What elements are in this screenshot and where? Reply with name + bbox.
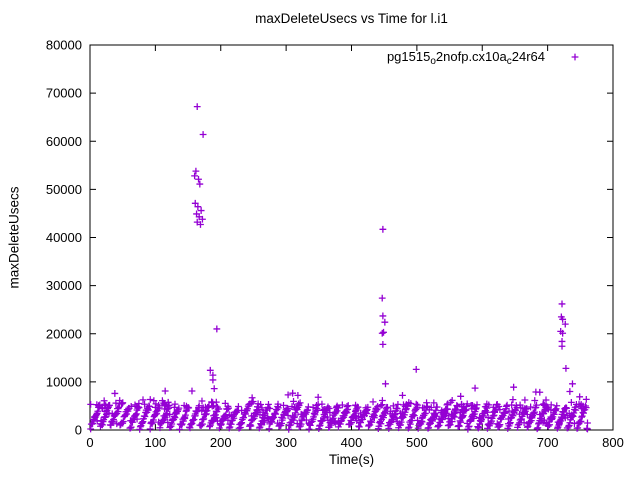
x-axis-title: Time(s) [328,452,375,467]
legend-marker-icon [571,53,579,61]
x-tick-label: 200 [210,435,232,450]
data-points-band [87,395,591,433]
y-tick-label: 20000 [46,326,82,341]
axis-ticks [89,44,614,431]
data-points-outliers [111,103,584,402]
x-tick-label: 600 [471,435,493,450]
x-tick-label: 0 [86,435,93,450]
plot-border [89,44,614,431]
x-tick-label: 400 [341,435,363,450]
y-tick-label: 10000 [46,374,82,389]
y-tick-label: 80000 [46,38,82,53]
x-tick-label: 700 [537,435,559,450]
y-tick-label: 40000 [46,230,82,245]
x-tick-label: 100 [145,435,167,450]
y-tick-label: 50000 [46,182,82,197]
y-tick-label: 70000 [46,86,82,101]
y-tick-label: 0 [75,423,82,438]
y-tick-label: 60000 [46,134,82,149]
chart-title: maxDeleteUsecs vs Time for l.i1 [255,11,448,26]
y-tick-label: 30000 [46,278,82,293]
x-tick-label: 300 [275,435,297,450]
x-tick-label: 500 [406,435,428,450]
legend-label: pg1515o2nofp.cx10ac24r64 [387,49,545,67]
x-tick-label: 800 [602,435,624,450]
